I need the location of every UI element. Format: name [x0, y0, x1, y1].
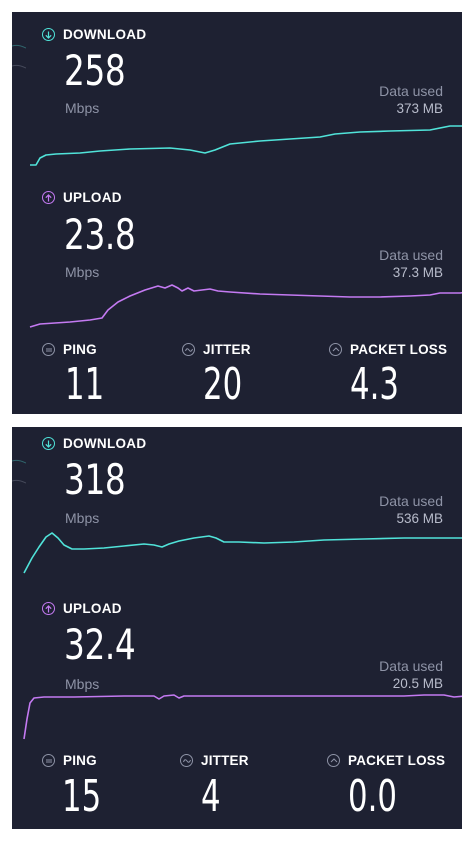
upload-label: UPLOAD — [42, 190, 122, 205]
download-data-used-value: 373 MB — [396, 101, 443, 116]
jitter-label-text: JITTER — [203, 342, 251, 357]
download-label-text: DOWNLOAD — [63, 436, 147, 451]
speed-test-result-1: DOWNLOAD 258 Mbps Data used 373 MB UPLOA… — [12, 12, 462, 414]
ping-label-text: PING — [63, 342, 97, 357]
upload-data-used-value: 20.5 MB — [392, 676, 443, 691]
download-data-used-label: Data used — [379, 83, 443, 99]
arrow-down-circle-icon — [42, 28, 55, 41]
packet-loss-label: PACKET LOSS — [327, 753, 445, 768]
jitter-label: JITTER — [180, 753, 249, 768]
ping-icon — [42, 343, 55, 356]
upload-graph — [23, 694, 462, 740]
upload-data-used-label: Data used — [379, 658, 443, 674]
arrow-up-circle-icon — [42, 602, 55, 615]
download-graph — [23, 532, 462, 574]
packet-loss-label-text: PACKET LOSS — [348, 753, 446, 768]
download-speed-value: 318 — [64, 455, 126, 504]
packet-loss-label: PACKET LOSS — [329, 342, 447, 357]
upload-unit: Mbps — [65, 264, 100, 280]
download-speed-value: 258 — [64, 46, 126, 95]
arrow-down-circle-icon — [42, 437, 55, 450]
upload-graph — [29, 284, 462, 328]
upload-speed-value: 32.4 — [64, 620, 136, 669]
ping-value: 15 — [62, 771, 102, 822]
jitter-value: 20 — [203, 359, 243, 410]
ping-icon — [42, 754, 55, 767]
download-unit: Mbps — [65, 100, 100, 116]
ping-label: PING — [42, 753, 97, 768]
upload-data-used: Data used 20.5 MB — [379, 658, 443, 692]
speed-test-result-2: DOWNLOAD 318 Mbps Data used 536 MB UPLOA… — [12, 427, 462, 829]
download-label: DOWNLOAD — [42, 27, 146, 42]
jitter-icon — [180, 754, 193, 767]
upload-data-used-label: Data used — [379, 247, 443, 263]
upload-label-text: UPLOAD — [63, 190, 122, 205]
download-label: DOWNLOAD — [42, 436, 146, 451]
ping-value: 11 — [65, 359, 105, 410]
upload-data-used: Data used 37.3 MB — [379, 247, 443, 281]
packet-loss-icon — [327, 754, 340, 767]
download-data-used-value: 536 MB — [396, 511, 443, 526]
download-graph — [30, 125, 462, 166]
packet-loss-icon — [329, 343, 342, 356]
upload-speed-value: 23.8 — [64, 210, 136, 259]
download-data-used: Data used 373 MB — [379, 83, 443, 117]
packet-loss-value: 0.0 — [348, 771, 397, 822]
jitter-icon — [182, 343, 195, 356]
edge-decoration — [12, 44, 26, 69]
arrow-up-circle-icon — [42, 191, 55, 204]
upload-label-text: UPLOAD — [63, 601, 122, 616]
ping-label-text: PING — [63, 753, 97, 768]
jitter-label-text: JITTER — [201, 753, 249, 768]
upload-unit: Mbps — [65, 676, 100, 692]
jitter-label: JITTER — [182, 342, 251, 357]
download-label-text: DOWNLOAD — [63, 27, 147, 42]
upload-label: UPLOAD — [42, 601, 122, 616]
download-data-used-label: Data used — [379, 493, 443, 509]
download-data-used: Data used 536 MB — [379, 493, 443, 527]
jitter-value: 4 — [201, 771, 221, 822]
download-unit: Mbps — [65, 510, 100, 526]
upload-data-used-value: 37.3 MB — [392, 265, 443, 280]
ping-label: PING — [42, 342, 97, 357]
packet-loss-value: 4.3 — [350, 359, 399, 410]
edge-decoration — [12, 459, 26, 484]
packet-loss-label-text: PACKET LOSS — [350, 342, 448, 357]
